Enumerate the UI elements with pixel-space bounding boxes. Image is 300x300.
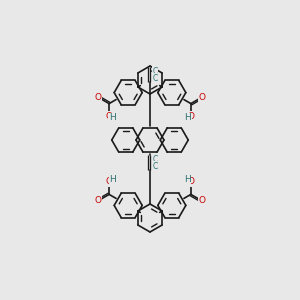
Text: H: H [109,113,116,122]
Text: C: C [152,67,158,76]
Text: O: O [106,112,112,121]
Text: C: C [152,162,158,171]
Text: O: O [94,93,101,102]
Text: O: O [188,177,194,186]
Text: H: H [184,113,191,122]
Text: O: O [106,177,112,186]
Text: C: C [152,74,158,83]
Text: O: O [94,196,101,206]
Text: H: H [184,175,191,184]
Text: O: O [199,93,206,102]
Text: O: O [188,112,194,121]
Text: C: C [152,155,158,164]
Text: O: O [199,196,206,206]
Text: H: H [109,175,116,184]
